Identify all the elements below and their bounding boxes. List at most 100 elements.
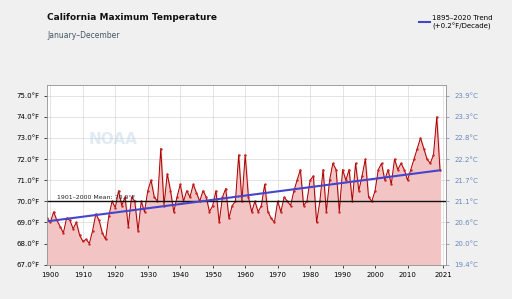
Point — [183, 188, 191, 193]
Point — [43, 216, 51, 221]
Point — [140, 210, 148, 214]
Point — [351, 161, 359, 166]
Point — [238, 199, 246, 204]
Point — [62, 216, 71, 221]
Point — [131, 199, 139, 204]
Point — [36, 207, 45, 212]
Point — [118, 203, 126, 208]
Point — [208, 203, 217, 208]
Point — [147, 178, 155, 183]
Point — [134, 228, 142, 233]
Point — [355, 188, 363, 193]
Point — [234, 152, 243, 157]
Point — [338, 167, 347, 172]
Point — [108, 199, 116, 204]
Point — [244, 195, 252, 199]
Point — [222, 186, 230, 191]
Point — [316, 199, 324, 204]
Point — [277, 210, 285, 214]
Point — [342, 178, 350, 183]
Point — [254, 210, 262, 214]
Point — [59, 231, 68, 235]
Point — [394, 167, 402, 172]
Text: January–December: January–December — [47, 31, 120, 40]
Point — [384, 167, 392, 172]
Point — [163, 171, 172, 176]
Point — [30, 214, 38, 219]
Point — [212, 188, 220, 193]
Point — [436, 167, 444, 172]
Point — [72, 220, 80, 225]
Point — [420, 146, 428, 151]
Point — [225, 216, 233, 221]
Point — [365, 195, 373, 199]
Point — [400, 167, 409, 172]
Point — [283, 199, 291, 204]
Point — [98, 231, 106, 235]
Point — [332, 167, 340, 172]
Point — [261, 182, 269, 187]
Point — [231, 199, 240, 204]
Point — [348, 199, 356, 204]
Point — [374, 167, 382, 172]
Point — [218, 195, 226, 199]
Point — [241, 152, 249, 157]
Point — [75, 233, 83, 237]
Point — [280, 195, 288, 199]
Point — [46, 220, 54, 225]
Point — [79, 239, 87, 244]
Point — [264, 210, 272, 214]
Point — [290, 188, 298, 193]
Point — [228, 203, 236, 208]
Point — [137, 199, 145, 204]
Point — [85, 241, 93, 246]
Point — [433, 115, 441, 119]
Point — [381, 178, 389, 183]
Point — [326, 178, 334, 183]
Point — [267, 216, 275, 221]
Point — [368, 199, 376, 204]
Point — [416, 135, 424, 140]
Point — [397, 161, 405, 166]
Point — [377, 161, 386, 166]
Point — [199, 188, 207, 193]
Point — [189, 182, 197, 187]
Point — [407, 167, 415, 172]
Point — [258, 203, 266, 208]
Point — [423, 157, 431, 161]
Point — [53, 218, 61, 223]
Point — [193, 190, 201, 195]
Point — [33, 203, 41, 208]
Point — [82, 237, 90, 242]
Point — [387, 182, 395, 187]
Point — [296, 167, 305, 172]
Point — [104, 214, 113, 219]
Point — [66, 218, 74, 223]
Point — [101, 237, 110, 242]
Point — [306, 178, 314, 183]
Text: 1901–2000 Mean: 70.0°F: 1901–2000 Mean: 70.0°F — [57, 195, 135, 200]
Point — [160, 203, 168, 208]
Point — [322, 210, 330, 214]
Point — [176, 182, 184, 187]
Point — [371, 188, 379, 193]
Point — [173, 195, 181, 199]
Point — [403, 178, 412, 183]
Point — [166, 188, 175, 193]
Legend: 1895–2020 Trend
(+0.2°F/Decade): 1895–2020 Trend (+0.2°F/Decade) — [416, 13, 496, 32]
Point — [303, 199, 311, 204]
Point — [251, 199, 259, 204]
Point — [273, 199, 282, 204]
Point — [111, 205, 119, 210]
Point — [92, 212, 100, 216]
Point — [426, 161, 434, 166]
Point — [40, 212, 48, 216]
Point — [248, 210, 256, 214]
Text: NOAA: NOAA — [89, 132, 137, 147]
Point — [293, 178, 301, 183]
Point — [196, 199, 204, 204]
Point — [287, 203, 295, 208]
Point — [312, 220, 321, 225]
Point — [205, 210, 214, 214]
Point — [202, 195, 210, 199]
